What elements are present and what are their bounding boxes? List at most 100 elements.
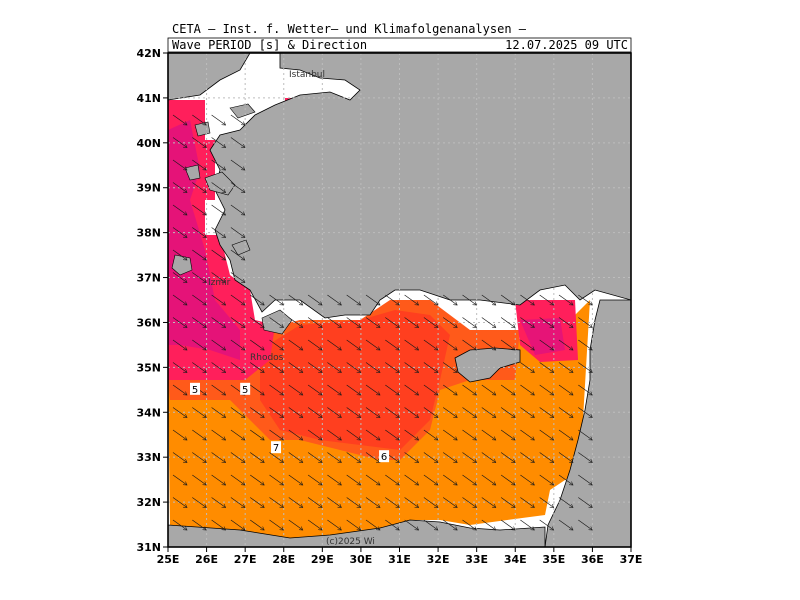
- direction-arrow: [500, 384, 515, 395]
- greece-landmass: [168, 53, 251, 101]
- direction-arrow: [385, 429, 399, 440]
- direction-arrow: [365, 474, 380, 485]
- direction-arrow: [442, 497, 457, 508]
- direction-arrow: [442, 317, 457, 328]
- direction-arrow: [192, 339, 206, 350]
- direction-arrow: [462, 519, 477, 530]
- direction-arrow: [500, 317, 515, 328]
- header-box: [167, 37, 632, 53]
- direction-arrow: [307, 519, 322, 530]
- cyprus-landmass: [454, 347, 521, 383]
- direction-arrow: [288, 294, 303, 305]
- contour-label: 6: [381, 452, 387, 463]
- direction-arrow: [172, 474, 187, 485]
- direction-arrow: [288, 339, 303, 350]
- direction-arrow: [578, 294, 592, 305]
- direction-arrow: [269, 362, 284, 373]
- direction-arrow: [288, 497, 303, 508]
- direction-arrow: [249, 407, 264, 418]
- direction-arrow: [520, 339, 534, 350]
- direction-arrow: [211, 182, 226, 193]
- direction-arrow: [346, 294, 361, 305]
- direction-arrow: [481, 317, 496, 328]
- place-label-izmir: Izmir: [208, 278, 231, 288]
- direction-arrow: [230, 272, 245, 283]
- direction-arrow: [404, 519, 419, 530]
- direction-arrow: [404, 497, 419, 508]
- direction-arrow: [462, 474, 477, 485]
- direction-arrow: [172, 429, 187, 440]
- direction-arrow: [539, 362, 554, 373]
- direction-arrow: [211, 159, 226, 170]
- direction-arrow: [211, 497, 226, 508]
- direction-arrow: [539, 384, 554, 395]
- x-tick-label: 35E: [542, 553, 565, 566]
- direction-arrow: [462, 317, 477, 328]
- direction-arrow: [442, 407, 457, 418]
- direction-arrow: [346, 384, 361, 395]
- direction-arrow: [288, 474, 303, 485]
- direction-arrow: [230, 114, 245, 125]
- y-tick-label: 38N: [136, 227, 161, 240]
- direction-arrow: [346, 497, 361, 508]
- direction-arrow: [442, 474, 457, 485]
- direction-arrow: [462, 407, 477, 418]
- direction-arrow: [172, 339, 187, 350]
- direction-arrow: [404, 294, 419, 305]
- direction-arrow: [211, 272, 226, 283]
- direction-arrow: [192, 294, 206, 305]
- direction-arrow: [230, 182, 245, 193]
- direction-arrow: [500, 519, 515, 530]
- direction-arrow: [404, 317, 419, 328]
- direction-arrow: [539, 497, 554, 508]
- direction-arrow: [327, 519, 341, 530]
- direction-arrow: [327, 362, 341, 373]
- direction-arrow: [230, 474, 245, 485]
- x-tick-label: 29E: [311, 553, 334, 566]
- direction-arrow: [423, 362, 438, 373]
- direction-arrow: [558, 294, 573, 305]
- header-line1: CETA — Inst. f. Wetter— und Klimafolgena…: [172, 22, 527, 36]
- place-label-istanbul: Istanbul: [289, 70, 325, 80]
- direction-arrow: [578, 429, 592, 440]
- direction-arrow: [230, 362, 245, 373]
- direction-arrow: [307, 407, 322, 418]
- direction-arrow: [249, 384, 264, 395]
- direction-arrow: [269, 429, 284, 440]
- direction-arrow: [462, 294, 477, 305]
- direction-arrow: [462, 339, 477, 350]
- y-tick-label: 39N: [136, 182, 161, 195]
- direction-arrow: [539, 452, 554, 463]
- direction-arrow: [269, 294, 284, 305]
- direction-arrow: [249, 519, 264, 530]
- direction-arrow: [385, 519, 399, 530]
- direction-arrow: [172, 249, 187, 260]
- direction-arrow: [211, 407, 226, 418]
- rhodos-island: [261, 309, 293, 335]
- levant-landmass: [544, 299, 631, 547]
- direction-arrow: [578, 474, 592, 485]
- direction-arrow: [346, 339, 361, 350]
- direction-arrow: [462, 429, 477, 440]
- direction-arrow: [423, 429, 438, 440]
- direction-arrow: [539, 519, 554, 530]
- direction-arrow: [172, 204, 187, 215]
- direction-arrow: [481, 452, 496, 463]
- direction-arrow: [211, 317, 226, 328]
- direction-arrow: [346, 474, 361, 485]
- contour-label: 5: [192, 385, 198, 396]
- direction-arrow: [288, 452, 303, 463]
- direction-arrow: [558, 429, 573, 440]
- direction-arrow: [558, 384, 573, 395]
- direction-arrow: [385, 294, 399, 305]
- direction-arrow: [404, 429, 419, 440]
- direction-arrow: [172, 294, 187, 305]
- direction-arrow: [307, 362, 322, 373]
- direction-arrow: [385, 474, 399, 485]
- direction-arrow: [269, 519, 284, 530]
- direction-arrow: [558, 452, 573, 463]
- direction-arrow: [192, 137, 206, 148]
- direction-arrow: [230, 407, 245, 418]
- direction-arrow: [346, 407, 361, 418]
